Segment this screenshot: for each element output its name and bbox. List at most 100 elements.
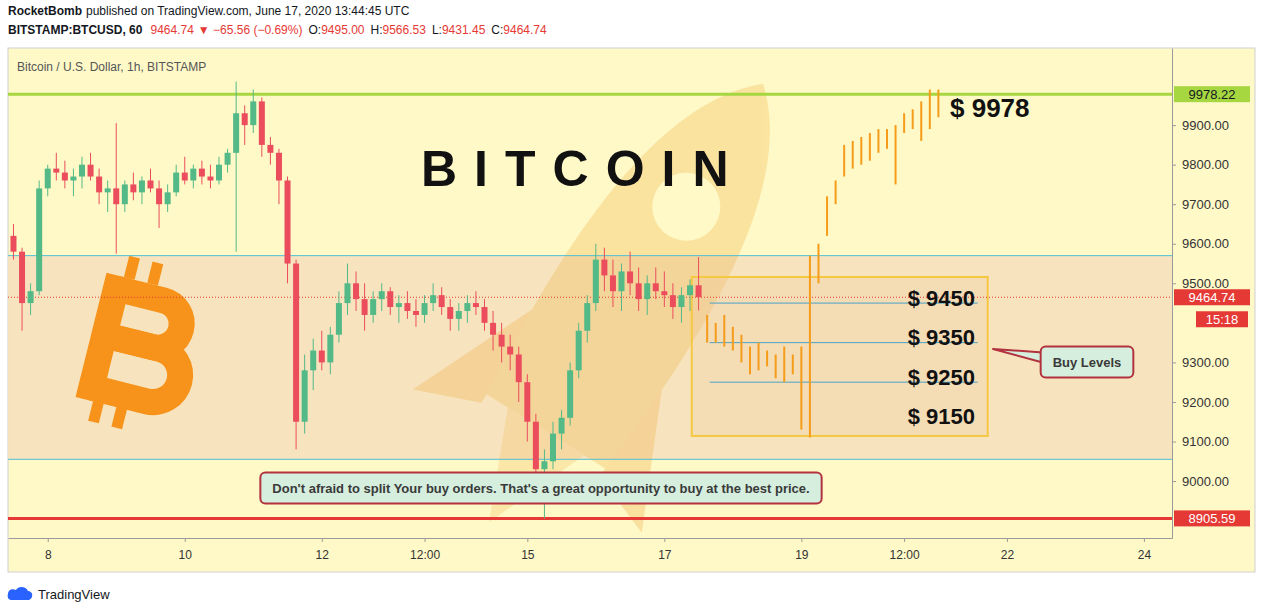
projection-bar — [835, 180, 837, 204]
candle-wick — [107, 180, 108, 212]
buy-level-label: $ 9350 — [908, 325, 975, 350]
y-axis-line — [1172, 49, 1173, 539]
candle-body — [387, 291, 393, 307]
header-ohlc-value: 9495.00 — [321, 23, 365, 37]
y-axis-tick-mark — [1172, 204, 1176, 205]
price-badge-label: 8905.59 — [1189, 511, 1236, 526]
candle-body — [36, 188, 42, 291]
header-ohlc-value: 9464.74 — [503, 23, 547, 37]
candle-body — [182, 173, 188, 181]
last-price-badge-box — [1174, 289, 1250, 305]
buy-levels-callout: Buy Levels — [993, 347, 1133, 378]
candle-body — [79, 165, 85, 177]
y-axis-tick-label: 9500.00 — [1182, 276, 1229, 291]
x-axis-tick: 17 — [658, 538, 672, 562]
countdown-badge-box — [1196, 311, 1248, 327]
candle-body — [696, 285, 702, 297]
candle-body — [113, 188, 119, 204]
x-axis-tick-mark — [425, 538, 426, 542]
candle-body — [62, 173, 68, 181]
header-ohlc-value: 9431.45 — [442, 23, 486, 37]
y-axis-tick-mark — [1172, 481, 1176, 482]
projection-bar — [715, 323, 717, 343]
bitcoin-logo — [71, 251, 206, 439]
x-axis-tick-mark — [48, 538, 49, 542]
projection-bar — [792, 354, 794, 374]
y-axis-tick: 9200.00 — [1172, 395, 1229, 410]
note-callout: Don't afraid to split Your buy orders. T… — [260, 473, 821, 504]
header-ohlc-label: O: — [308, 23, 321, 37]
candle-body — [327, 335, 333, 363]
projection-bar — [869, 133, 871, 161]
candle-body — [610, 275, 616, 291]
logo-part — [147, 262, 163, 286]
buy-levels-callout-pointer — [993, 349, 1043, 363]
logo-part — [111, 405, 127, 429]
horizontal-line — [8, 517, 1172, 520]
buy-level-label: $ 9150 — [908, 404, 975, 429]
last-price-line — [8, 297, 1172, 298]
projection-bar — [817, 244, 819, 284]
header-published: published on TradingView.com, June 17, 2… — [86, 4, 410, 18]
candle-body — [473, 303, 479, 307]
projection-bar — [732, 327, 734, 351]
candle-wick — [398, 295, 399, 323]
candle-body — [379, 291, 385, 299]
x-axis-tick: 10 — [179, 538, 193, 562]
projection-bar — [886, 129, 888, 149]
candle-body — [439, 295, 445, 307]
y-axis-tick-label: 9200.00 — [1182, 395, 1229, 410]
logo-part — [88, 399, 104, 423]
price-badge-box — [1174, 86, 1250, 102]
candle-body — [464, 303, 470, 311]
candle-body — [10, 236, 16, 252]
projection-bar — [775, 354, 777, 378]
projection-bar — [740, 335, 742, 363]
candle-body — [456, 311, 462, 319]
y-axis-tick: 9100.00 — [1172, 434, 1229, 449]
note-callout-box — [260, 473, 821, 504]
x-axis-tick-label: 17 — [658, 548, 672, 562]
candle-body — [653, 283, 659, 291]
x-axis-tick-mark — [1007, 538, 1008, 542]
y-axis-tick: 9300.00 — [1172, 355, 1229, 370]
footer-logo — [8, 587, 33, 600]
candle-body — [19, 252, 25, 303]
projection-bar — [800, 347, 802, 430]
projection-bar — [826, 196, 828, 236]
chart-title: Bitcoin / U.S. Dollar, 1h, BITSTAMP — [17, 60, 206, 74]
header-author: RocketBomb — [8, 4, 82, 18]
candle-body — [636, 283, 642, 299]
x-axis-tick: 22 — [1001, 538, 1015, 562]
candle-body — [122, 184, 128, 204]
candle-body — [396, 303, 402, 307]
candle-body — [490, 323, 496, 335]
candle-body — [53, 169, 59, 173]
series-candlestick — [10, 82, 701, 519]
projection-bar — [920, 101, 922, 141]
candle-body — [619, 271, 625, 291]
projection-bar — [912, 109, 914, 129]
candle-body — [276, 153, 282, 181]
candle-body — [481, 307, 487, 323]
candle-body — [516, 354, 522, 382]
x-axis-tick-label: 19 — [795, 548, 809, 562]
buy-level-label: $ 9250 — [908, 365, 975, 390]
header-last: 9464.74 — [150, 23, 194, 37]
projection-bar — [860, 137, 862, 165]
header-ohlc-label: L: — [432, 23, 442, 37]
page: BITCOINBitcoin / U.S. Dollar, 1h, BITSTA… — [0, 0, 1265, 615]
x-axis-tick-mark — [1144, 538, 1145, 542]
candle-body — [576, 331, 582, 371]
y-axis-tick-mark — [1172, 402, 1176, 403]
logo-part — [124, 256, 140, 280]
x-axis-tick-label: 12:00 — [410, 548, 440, 562]
candle-body — [302, 370, 308, 421]
candle-wick — [664, 271, 665, 307]
candle-body — [293, 264, 299, 422]
projection-bar — [766, 351, 768, 367]
projection-bar — [843, 145, 845, 177]
candle-body — [601, 260, 607, 276]
x-axis-tick-mark — [322, 538, 323, 542]
candle-body — [242, 113, 248, 125]
